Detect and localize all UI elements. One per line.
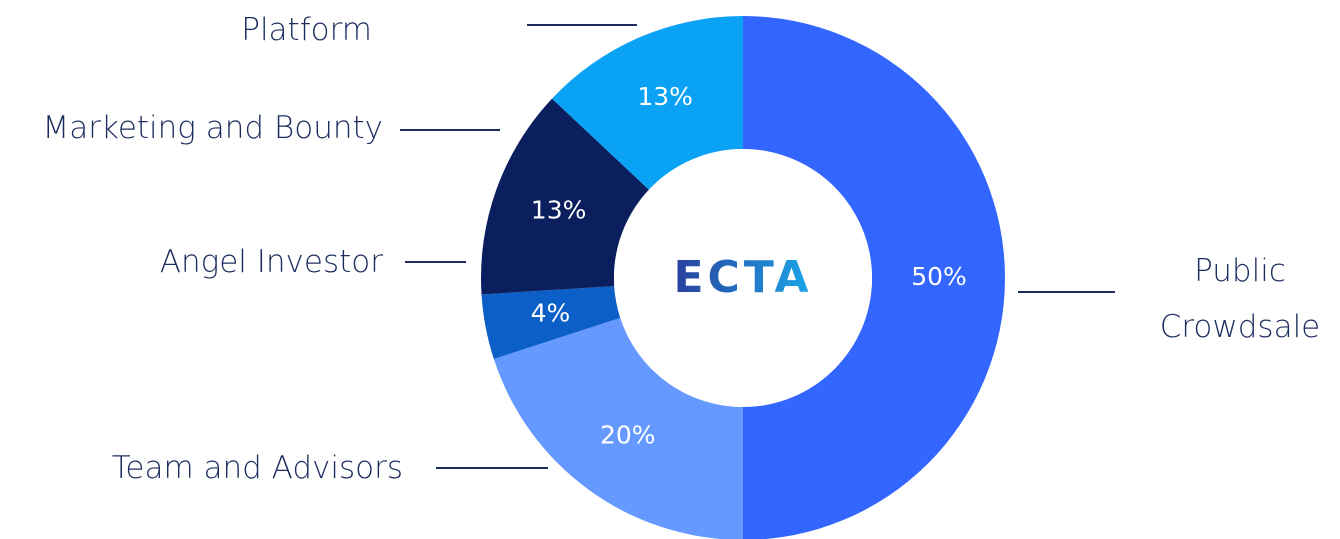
value-label: 20%: [600, 421, 656, 450]
donut-segment: [493, 317, 743, 539]
donut-hole: [614, 149, 872, 407]
donut-segment: [481, 98, 649, 295]
value-label: 4%: [531, 299, 571, 328]
category-label: Platform: [241, 12, 372, 48]
donut-segment: [552, 16, 743, 190]
value-label: 13%: [637, 82, 693, 111]
value-label: 50%: [911, 262, 967, 291]
donut-segment: [743, 16, 1005, 539]
category-label: Marketing and Bounty: [42, 110, 383, 146]
category-label: Team and Advisors: [111, 450, 403, 486]
logo: ECTA: [674, 252, 813, 303]
category-label: Public Crowdsale: [1159, 253, 1321, 345]
donut-segment: [481, 286, 621, 359]
category-label: Angel Investor: [159, 244, 383, 280]
value-label: 13%: [531, 196, 587, 225]
